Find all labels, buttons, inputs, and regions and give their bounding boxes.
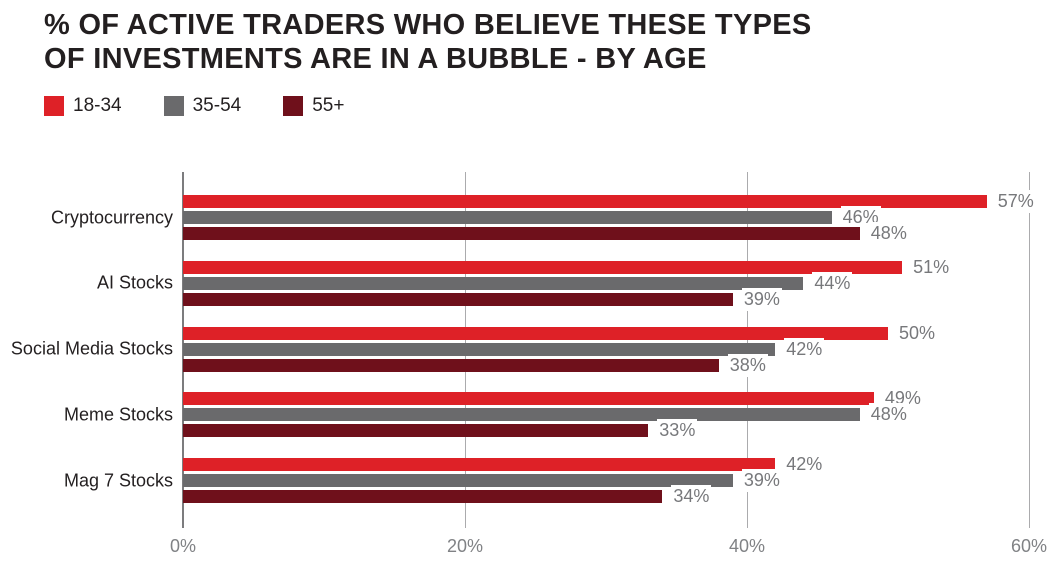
bar-row: 39% <box>183 287 1029 311</box>
bar-value-label: 57% <box>995 190 1036 213</box>
legend-swatch-icon <box>44 96 64 116</box>
legend-swatch-icon <box>283 96 304 116</box>
category-label: AI Stocks <box>96 272 173 293</box>
bar-value-label: 48% <box>868 222 909 245</box>
bar-35-54 <box>183 408 860 422</box>
bar-value-label: 44% <box>812 271 853 295</box>
legend-label: 35-54 <box>192 95 242 116</box>
bar-row: 38% <box>183 353 1029 377</box>
bar-row: 50% <box>183 321 1029 345</box>
bar-row: 48% <box>183 403 1029 427</box>
bar-18-34 <box>183 326 888 340</box>
category-label: Meme Stocks <box>63 404 173 425</box>
bar-value-label: 42% <box>784 337 825 361</box>
category-label: Mag 7 Stocks <box>63 470 173 490</box>
bar-35-54 <box>183 474 733 487</box>
bar-row: 44% <box>183 271 1029 295</box>
bar-row: 42% <box>183 337 1029 361</box>
chart-title: % OF ACTIVE TRADERS WHO BELIEVE THESE TY… <box>44 9 812 75</box>
bar-row: 42% <box>183 453 1029 476</box>
category-group-social-media-stocks: Social Media Stocks 50% 42% 38% <box>11 321 1029 377</box>
bar-35-54 <box>183 276 804 290</box>
bar-35-54 <box>183 342 776 356</box>
bar-row: 39% <box>183 469 1029 492</box>
bar-value-label: 39% <box>741 287 782 311</box>
bar-55- <box>183 292 733 306</box>
legend: 18-34 35-54 55+ <box>44 95 386 117</box>
x-tick-label: 20% <box>446 536 483 556</box>
bar-row: 49% <box>183 387 1029 411</box>
bar-value-label: 34% <box>671 485 712 508</box>
category-group-cryptocurrency: Cryptocurrency 57% 46% 48% <box>51 190 1036 245</box>
category-label: Social Media Stocks <box>10 338 173 359</box>
bar-value-label: 42% <box>784 453 825 476</box>
bar-value-label: 48% <box>868 403 909 427</box>
category-group-ai-stocks: AI Stocks 51% 44% 39% <box>97 255 1029 311</box>
bar-value-label: 50% <box>897 321 938 345</box>
x-tick-label: 60% <box>1010 536 1048 556</box>
category-group-meme-stocks: Meme Stocks 49% 48% 33% <box>64 387 1029 443</box>
legend-item-18-34: 18-34 <box>44 95 122 117</box>
bar-55- <box>183 490 663 503</box>
bar-18-34 <box>183 195 987 208</box>
legend-item-55-: 55+ <box>283 95 344 117</box>
bar-value-label: 38% <box>727 353 768 377</box>
bar-groups: Cryptocurrency 57% 46% 48% AI Stocks 51% 44% 39… <box>11 172 1036 520</box>
bar-55- <box>183 358 719 372</box>
gridline <box>1029 172 1030 528</box>
legend-swatch-icon <box>163 96 184 116</box>
bar-row: 51% <box>183 255 1029 279</box>
legend-item-35-54: 35-54 <box>163 95 242 117</box>
x-tick-label: 40% <box>728 536 765 556</box>
bar-row: 48% <box>183 222 1029 245</box>
bar-55- <box>183 227 860 240</box>
x-tick-label: 0% <box>169 536 197 556</box>
bar-row: 57% <box>183 190 1036 213</box>
category-label: Cryptocurrency <box>50 207 173 227</box>
bar-value-label: 51% <box>911 255 952 279</box>
bar-55- <box>183 424 649 438</box>
legend-label: 55+ <box>312 95 345 116</box>
bar-row: 34% <box>183 485 1029 508</box>
bar-35-54 <box>183 211 832 224</box>
bar-row: 33% <box>183 419 1029 443</box>
bar-18-34 <box>183 260 903 274</box>
bar-18-34 <box>183 392 874 406</box>
category-group-mag-7-stocks: Mag 7 Stocks 42% 39% 34% <box>64 453 1029 508</box>
legend-label: 18-34 <box>73 95 122 116</box>
bar-chart: 0% 20% 40% 60% Cryptocurrency 57% 46% 48% AI St… <box>0 172 1057 566</box>
bar-value-label: 39% <box>741 469 782 492</box>
bar-18-34 <box>183 458 776 471</box>
bar-value-label: 33% <box>657 419 698 443</box>
